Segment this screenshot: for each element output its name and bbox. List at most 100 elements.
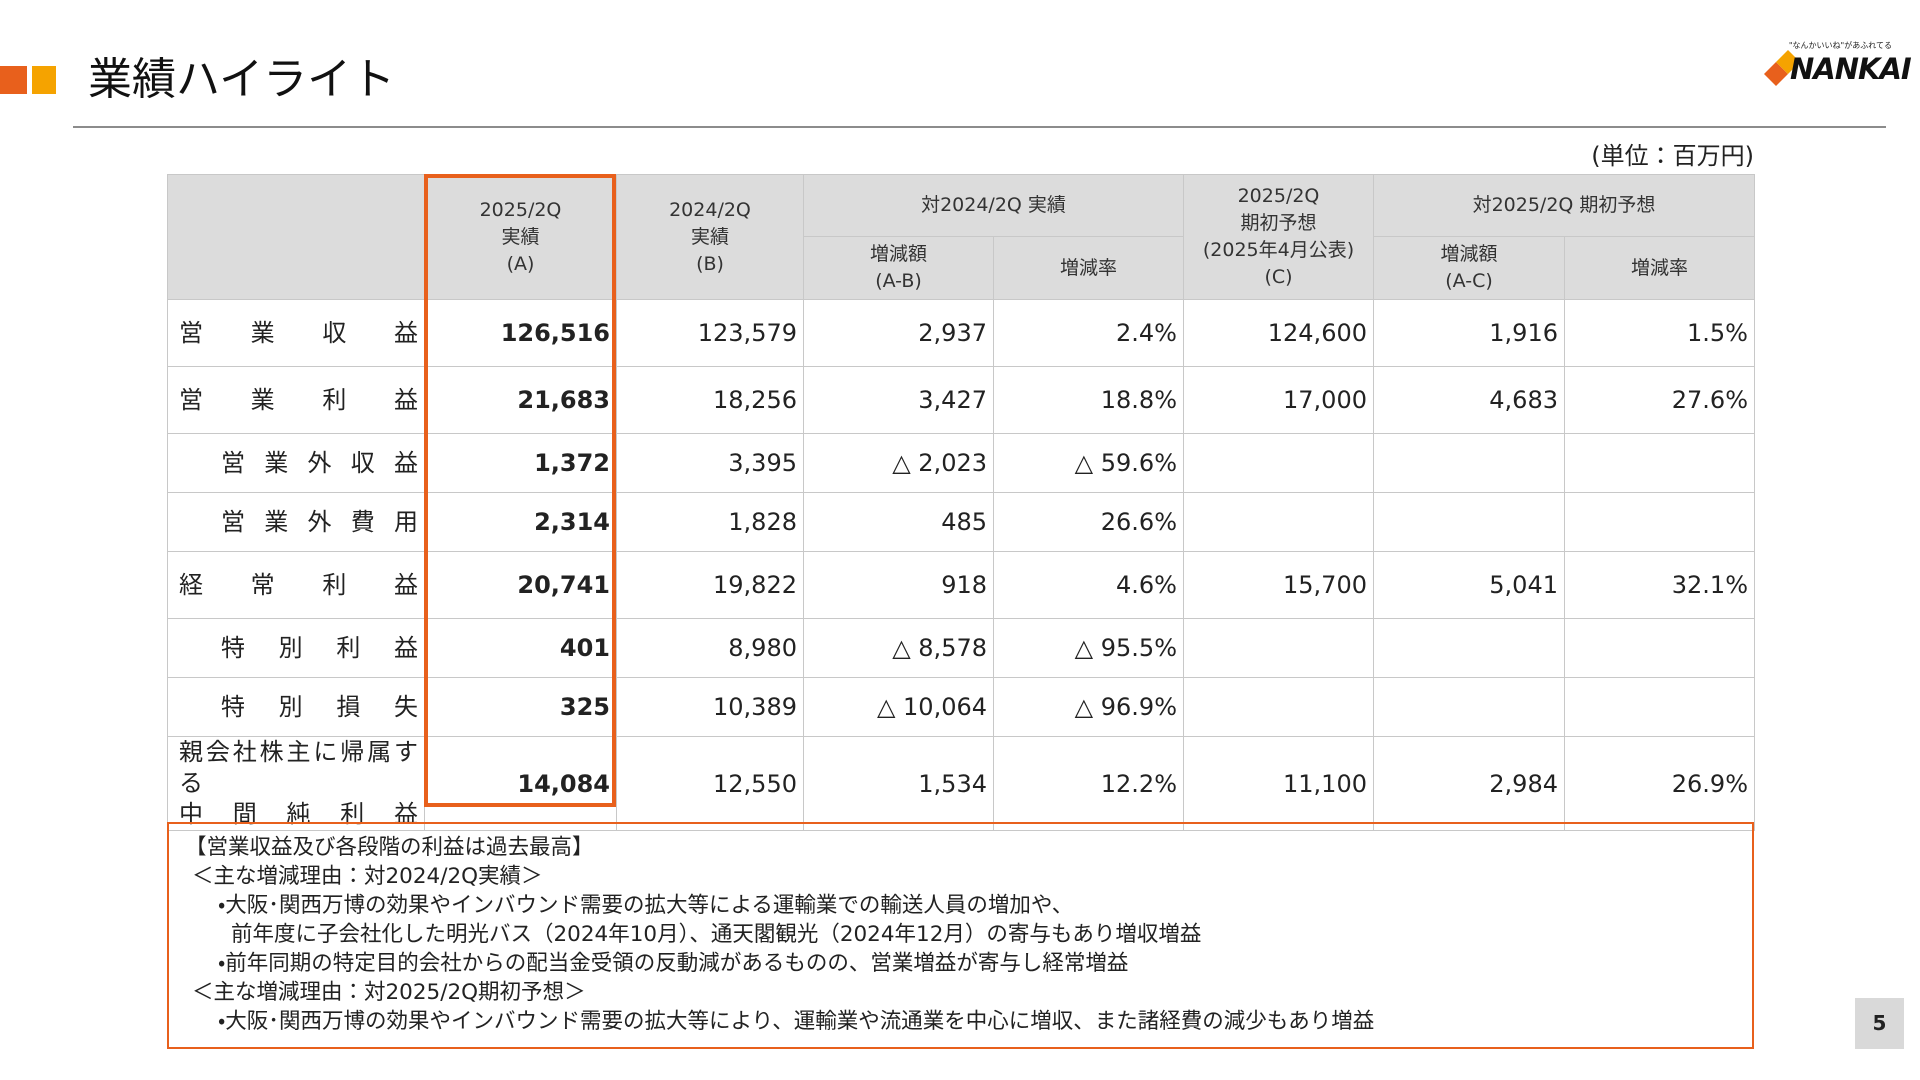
table-cell: 14,084 (424, 736, 617, 831)
table-cell: 1,372 (424, 433, 617, 493)
table-cell: 2,984 (1373, 736, 1565, 831)
table-cell: 123,579 (616, 299, 804, 367)
row-label-line: 営業外費用 (221, 507, 418, 536)
table-cell: 10,389 (616, 677, 804, 737)
header-cell: 対2025/2Q 期初予想 (1373, 174, 1755, 237)
corner-cell (167, 174, 425, 300)
highlight-frame (424, 174, 616, 807)
row-label: 営業収益 (167, 299, 425, 367)
header-line: 増減額 (1440, 243, 1498, 265)
slide-title: 業績ハイライト (88, 54, 396, 105)
logo: "なんかいいね"があふれてる NANKAI (1760, 40, 1912, 90)
table-row: 営業利益 21,683 18,256 3,427 18.8% 17,000 4,683 27.… (167, 366, 1755, 434)
row-label: 営業利益 (167, 366, 425, 434)
row-label: 特別損失 (167, 677, 425, 737)
table-cell: 485 (803, 492, 994, 552)
header-cell: 増減額 (A-B) (803, 236, 994, 300)
table-cell: 17,000 (1183, 366, 1374, 434)
header-line: (2025年4月公表) (1202, 239, 1355, 261)
table-cell: 1,534 (803, 736, 994, 831)
table-cell: 1,916 (1373, 299, 1565, 367)
note-line: 前年度に子会社化した明光バス（2024年10月）、通天閣観光（2024年12月）… (231, 922, 1202, 947)
table-cell (1564, 433, 1755, 493)
header-line: 2025/2Q (1237, 185, 1320, 207)
table-cell: 12.2% (993, 736, 1184, 831)
table-cell: 20,741 (424, 551, 617, 619)
table-cell: 2.4% (993, 299, 1184, 367)
table-cell: 124,600 (1183, 299, 1374, 367)
table-cell: 18.8% (993, 366, 1184, 434)
table-cell: 27.6% (1564, 366, 1755, 434)
header-cell: 対2024/2Q 実績 (803, 174, 1184, 237)
row-label-line: 経常利益 (179, 570, 418, 599)
row-label: 特別利益 (167, 618, 425, 678)
table-cell (1564, 492, 1755, 552)
table-row: 特別損失 325 10,389 △ 10,064 △ 96.9% (167, 677, 1755, 737)
table-cell: △ 2,023 (803, 433, 994, 493)
table-cell: 26.9% (1564, 736, 1755, 831)
note-line: ＜主な増減理由：対2025/2Q期初予想＞ (192, 980, 586, 1005)
row-label: 営業外収益 (167, 433, 425, 493)
table-cell (1373, 492, 1565, 552)
table-cell (1183, 618, 1374, 678)
table-cell: 1,828 (616, 492, 804, 552)
table-cell: 401 (424, 618, 617, 678)
header-line: (B) (696, 252, 724, 275)
table-cell: △ 8,578 (803, 618, 994, 678)
table-cell: 1.5% (1564, 299, 1755, 367)
table-cell: △ 96.9% (993, 677, 1184, 737)
row-label-line: 営業利益 (179, 385, 418, 414)
logo-text: NANKAI (1790, 52, 1912, 86)
header-line: 期初予想 (1240, 212, 1317, 234)
table-row: 親会社株主に帰属する 中間純利益 14,084 12,550 1,534 12.2% 11,… (167, 736, 1755, 831)
table-cell: △ 59.6% (993, 433, 1184, 493)
table-cell: 21,683 (424, 366, 617, 434)
header-line: (A-B) (875, 270, 922, 292)
table-cell: 8,980 (616, 618, 804, 678)
logo-tagline: "なんかいいね"があふれてる (1788, 41, 1892, 50)
table-cell: 18,256 (616, 366, 804, 434)
table-row: 営業外収益 1,372 3,395 △ 2,023 △ 59.6% (167, 433, 1755, 493)
table-cell: 15,700 (1183, 551, 1374, 619)
table-cell (1373, 677, 1565, 737)
table-row: 経常利益 20,741 19,822 918 4.6% 15,700 5,041 32.1% (167, 551, 1755, 619)
header-cell: 2024/2Q 実績 (B) (616, 174, 804, 300)
unit-label: (単位：百万円) (1591, 142, 1754, 170)
header-line: 実績 (690, 225, 729, 248)
logo-mark (1764, 50, 1800, 86)
header-cell: 増減額 (A-C) (1373, 236, 1565, 300)
table-cell (1183, 677, 1374, 737)
note-line: ・大阪･関西万博の効果やインバウンド需要の拡大等により、運輸業や流通業を中心に増… (218, 1009, 1375, 1034)
header-line: (C) (1264, 266, 1293, 288)
row-label: 親会社株主に帰属する 中間純利益 (167, 736, 425, 831)
header-line: 2024/2Q (669, 198, 751, 221)
divider (73, 126, 1886, 128)
table-cell (1373, 433, 1565, 493)
note-line: ＜主な増減理由：対2024/2Q実績＞ (192, 864, 543, 889)
row-label-line: 営業外収益 (221, 448, 418, 477)
page-number: 5 (1855, 998, 1904, 1049)
row-label-line: 特別利益 (221, 633, 418, 662)
row-label-line: 営業収益 (179, 318, 418, 347)
note-line: ・前年同期の特定目的会社からの配当金受領の反動減があるものの、営業増益が寄与し経… (218, 951, 1129, 976)
table-cell: 3,427 (803, 366, 994, 434)
table-cell: △ 95.5% (993, 618, 1184, 678)
table-cell: 2,937 (803, 299, 994, 367)
table-cell: 26.6% (993, 492, 1184, 552)
table-cell: 4.6% (993, 551, 1184, 619)
table-cell: 3,395 (616, 433, 804, 493)
row-label: 経常利益 (167, 551, 425, 619)
table-cell (1564, 677, 1755, 737)
table-cell: 32.1% (1564, 551, 1755, 619)
results-table: 2025/2Q 実績 (A) 2024/2Q 実績 (B) 対2024/2Q 実績 20… (167, 174, 1755, 831)
table-cell (1183, 492, 1374, 552)
row-label-line: 特別損失 (221, 692, 418, 721)
table-cell: △ 10,064 (803, 677, 994, 737)
table-cell (1564, 618, 1755, 678)
header-line: (A-C) (1445, 270, 1493, 292)
note-line: 【営業収益及び各段階の利益は過去最高】 (185, 835, 594, 860)
table-cell: 19,822 (616, 551, 804, 619)
table-cell: 11,100 (1183, 736, 1374, 831)
table-row: 営業外費用 2,314 1,828 485 26.6% (167, 492, 1755, 552)
